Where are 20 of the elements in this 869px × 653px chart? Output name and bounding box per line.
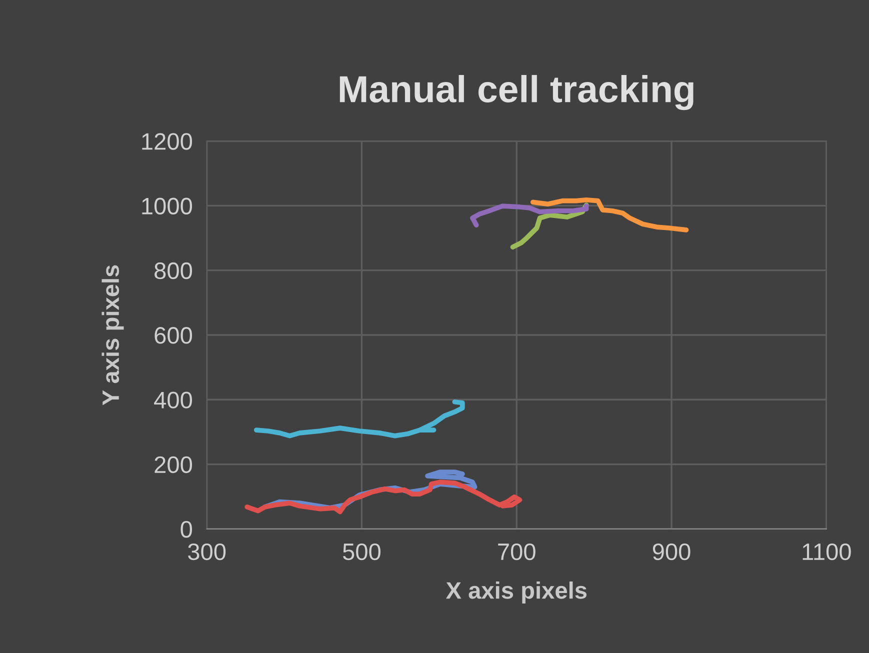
y-tick-label: 0 [180,521,192,538]
y-tick-label: 600 [154,327,192,344]
y-tick-label: 1200 [142,133,192,150]
line-series [470,204,589,228]
x-tick-label: 500 [342,543,380,560]
y-tick-label: 800 [154,262,192,280]
y-axis-title: Y axis pixels [102,265,124,406]
line-series [530,197,689,232]
y-tick-label: 1000 [142,198,192,214]
line-series [510,202,589,250]
y-tick-label: 400 [154,392,192,408]
x-tick-label: 1100 [802,543,851,560]
x-tick-label: 300 [188,543,226,560]
x-axis-title: X axis pixels [446,581,587,604]
chart-title: Manual cell tracking [340,74,694,110]
line-series [244,480,522,514]
y-tick-label: 200 [154,456,192,474]
x-tick-label: 900 [652,543,690,560]
x-tick-label: 700 [498,543,536,560]
line-series [254,399,465,438]
